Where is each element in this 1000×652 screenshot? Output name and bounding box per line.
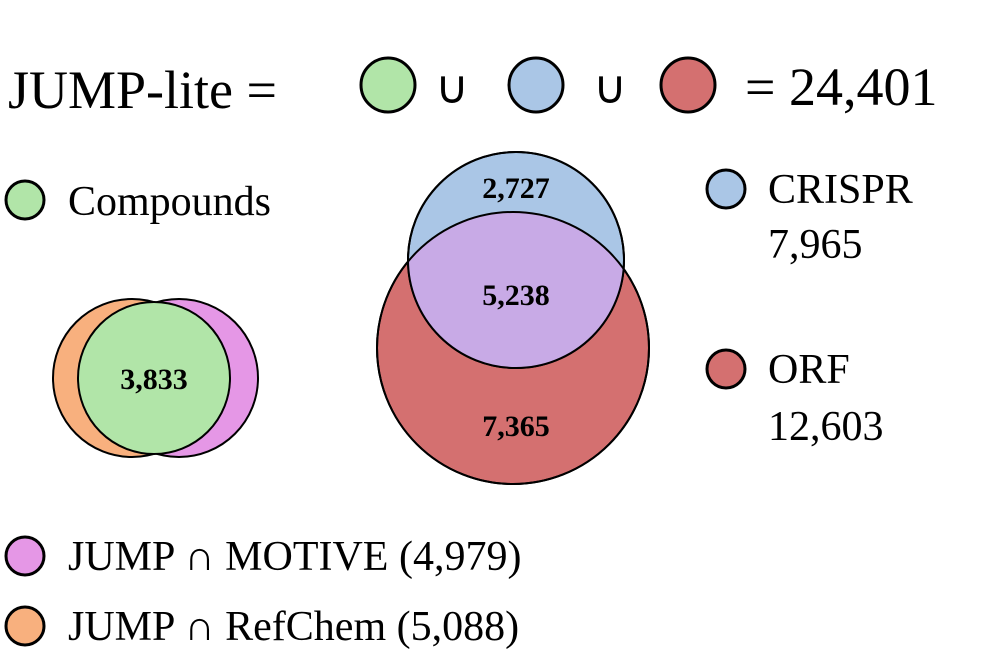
crispr-orf-overlap	[408, 212, 624, 368]
motive-legend-swatch	[4, 535, 46, 577]
refchem-legend-swatch	[4, 605, 46, 647]
compounds-legend-swatch	[4, 179, 46, 221]
refchem-legend-label: JUMP ∩ RefChem (5,088)	[68, 604, 519, 650]
crispr-legend-label: CRISPR	[768, 167, 913, 213]
crispr-legend-value: 7,965	[768, 222, 863, 268]
orf-legend-swatch	[705, 348, 747, 390]
orf-outline	[376, 211, 650, 485]
compounds-center-value: 3,833	[120, 363, 188, 396]
orf-only-value: 7,365	[482, 410, 550, 443]
union-symbol: ∪	[435, 60, 469, 114]
equation-orf-circle	[659, 56, 717, 114]
genetic-venn: 2,727 5,238 7,365	[376, 151, 650, 485]
crispr-only-value: 2,727	[482, 172, 550, 205]
compounds-legend-label: Compounds	[68, 179, 271, 225]
overlap-value: 5,238	[482, 279, 550, 312]
compound-venn: 3,833	[52, 298, 259, 458]
orf-legend-label: ORF	[768, 347, 850, 393]
union-symbol-2: ∪	[593, 60, 627, 114]
crispr-outline	[407, 151, 625, 369]
orf-legend-value: 12,603	[768, 404, 884, 450]
equation-compounds-circle	[359, 56, 417, 114]
equation-crispr-circle	[507, 56, 565, 114]
crispr-legend-swatch	[705, 168, 747, 210]
equation-rhs: = 24,401	[745, 57, 937, 117]
compounds-circle	[77, 301, 231, 455]
equation-lhs: JUMP-lite =	[8, 60, 277, 120]
motive-legend-label: JUMP ∩ MOTIVE (4,979)	[68, 534, 521, 580]
